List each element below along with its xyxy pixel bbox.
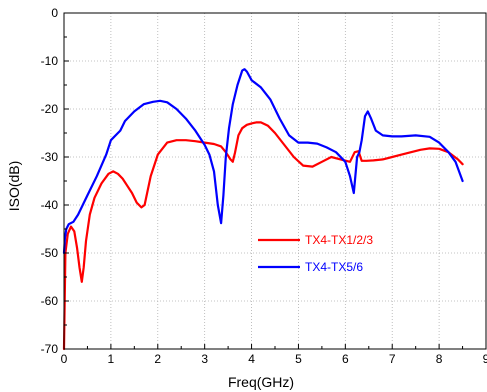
x-tick-label: 3	[201, 352, 208, 366]
series-line-1	[62, 121, 464, 351]
x-tick-label: 1	[108, 352, 115, 366]
y-tick-label: 0	[51, 6, 58, 20]
y-tick-label: -30	[41, 150, 59, 164]
legend-label-2: TX4-TX5/6	[305, 260, 363, 274]
y-tick-label: -40	[41, 198, 59, 212]
y-axis-title: ISO(dB)	[6, 161, 22, 212]
x-tick-label: 5	[295, 352, 302, 366]
axis-ticks: 0 1 2 3 4 5 6 7 8 9 0 -10 -20 -30 -40 -50 -60 -70	[41, 6, 487, 366]
y-tick-label: -50	[41, 246, 59, 260]
x-axis-title: Freq(GHz)	[228, 374, 294, 390]
x-tick-label: 6	[342, 352, 349, 366]
series-lines	[62, 68, 464, 351]
x-tick-label: 8	[436, 352, 443, 366]
y-tick-label: -60	[41, 294, 59, 308]
legend: TX4-TX1/2/3 TX4-TX5/6	[258, 233, 373, 274]
y-tick-label: -70	[41, 342, 59, 356]
series-line-2	[62, 68, 464, 255]
y-tick-label: -20	[41, 102, 59, 116]
x-tick-label: 4	[248, 352, 255, 366]
y-tick-label: -10	[41, 54, 59, 68]
x-tick-label: 9	[483, 352, 487, 366]
x-tick-label: 2	[154, 352, 161, 366]
plot-frame	[63, 12, 487, 350]
x-tick-label: 7	[389, 352, 396, 366]
grid	[64, 13, 486, 349]
x-tick-label: 0	[61, 352, 68, 366]
legend-label-1: TX4-TX1/2/3	[305, 233, 373, 247]
